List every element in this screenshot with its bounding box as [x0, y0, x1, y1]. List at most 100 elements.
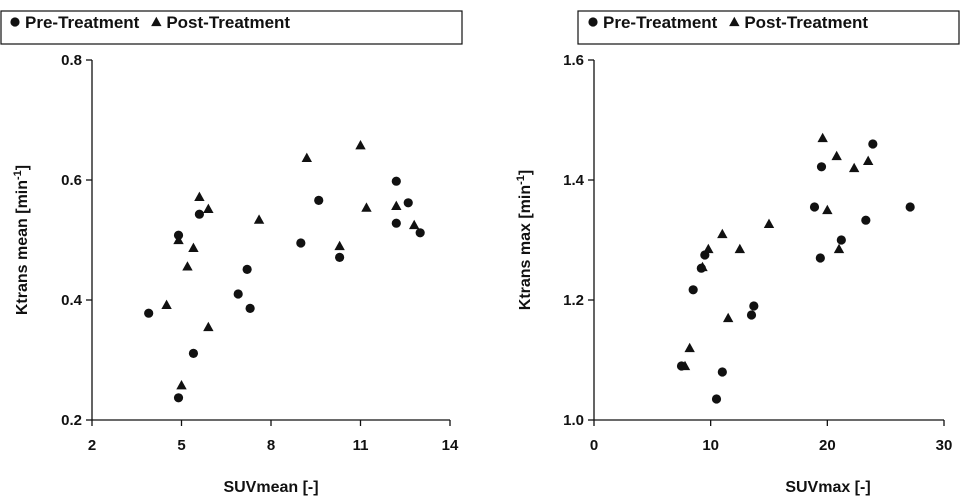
pre-treatment-point	[688, 285, 698, 295]
post-treatment-point	[734, 243, 746, 254]
pre-treatment-point	[717, 367, 727, 377]
y-axis-title-superscript: -1	[515, 175, 527, 185]
post-treatment-point	[253, 214, 265, 224]
y-axis-title-superscript: -1	[12, 170, 24, 180]
post-treatment-point	[409, 219, 420, 230]
pre-treatment-point	[836, 235, 846, 245]
legend-marker-triangle-icon	[151, 16, 162, 27]
y-tick-label: 1.4	[563, 172, 585, 189]
pre-treatment-point	[749, 301, 759, 311]
pre-treatment-point	[144, 308, 154, 318]
post-treatment-point	[182, 261, 193, 271]
x-tick-label: 2	[88, 437, 96, 454]
pre-treatment-point	[391, 218, 401, 228]
data-points	[676, 132, 915, 404]
legend-label-pre-treatment: Pre-Treatment	[603, 13, 718, 32]
pre-treatment-point	[391, 176, 401, 186]
legend: Pre-Treatment Post-Treatment	[0, 10, 463, 45]
post-treatment-point	[361, 202, 372, 212]
post-treatment-point	[355, 140, 366, 150]
pre-treatment-point	[245, 303, 255, 313]
post-treatment-point	[203, 321, 214, 332]
data-points	[144, 140, 425, 403]
legend-marker-circle-icon	[588, 17, 598, 27]
x-tick-label: 8	[267, 437, 275, 454]
y-axis-title-main: Ktrans mean [min	[14, 180, 31, 315]
pre-treatment-point	[868, 139, 878, 149]
pre-treatment-point	[809, 202, 820, 212]
pre-treatment-point	[314, 195, 324, 205]
x-tick-label: 20	[819, 437, 836, 454]
legend-label-pre-treatment: Pre-Treatment	[25, 13, 140, 32]
x-axis-title: SUVmax [-]	[785, 479, 870, 496]
legend-label-post-treatment: Post-Treatment	[744, 13, 868, 32]
x-tick-label: 5	[177, 437, 185, 454]
pre-treatment-point	[242, 264, 252, 274]
x-tick-label: 10	[702, 437, 719, 454]
pre-treatment-point	[194, 209, 204, 219]
post-treatment-point	[848, 162, 860, 173]
pre-treatment-point	[403, 198, 413, 208]
post-treatment-point	[703, 243, 714, 254]
x-axis-title: SUVmean [-]	[223, 479, 318, 496]
axes: 1.0 1.2 1.4 1.6 0 10 20 30	[563, 52, 952, 454]
pre-treatment-point	[415, 228, 425, 238]
y-tick-label: 1.6	[563, 52, 584, 69]
x-tick-label: 11	[353, 437, 369, 454]
post-treatment-point	[831, 150, 842, 161]
x-tick-label: 14	[442, 437, 459, 454]
legend-box	[577, 10, 960, 45]
post-treatment-point	[161, 299, 172, 309]
legend-label-post-treatment: Post-Treatment	[166, 13, 290, 32]
y-axis-title-end: ]	[517, 170, 534, 175]
y-tick-label: 0.4	[61, 292, 83, 309]
chart-ktrans-mean-vs-suvmean: Pre-Treatment Post-Treatment 0.2 0.4 0.6 0.8…	[0, 10, 463, 496]
y-tick-label: 0.8	[61, 52, 82, 69]
post-treatment-point	[722, 312, 734, 323]
post-treatment-point	[763, 218, 775, 228]
post-treatment-point	[301, 152, 312, 162]
post-treatment-point	[684, 342, 695, 353]
pre-treatment-point	[711, 394, 722, 404]
x-tick-label: 0	[590, 437, 598, 454]
y-axis-title-end: ]	[14, 165, 31, 170]
y-axis-title: Ktrans mean [min-1]	[12, 165, 31, 315]
pre-treatment-point	[861, 215, 871, 225]
pre-treatment-point	[173, 393, 184, 403]
y-tick-label: 1.0	[563, 412, 584, 429]
post-treatment-point	[334, 240, 345, 251]
legend: Pre-Treatment Post-Treatment	[577, 10, 960, 45]
legend-marker-triangle-icon	[729, 16, 740, 27]
post-treatment-point	[188, 242, 199, 252]
post-treatment-point	[679, 360, 691, 371]
pre-treatment-point	[233, 289, 243, 299]
y-axis-title-main: Ktrans max [min	[517, 185, 534, 310]
post-treatment-point	[862, 155, 874, 165]
pre-treatment-point	[816, 162, 827, 172]
chart-ktrans-max-vs-suvmax: Pre-Treatment Post-Treatment 1.0 1.2 1.4 1.6…	[515, 10, 960, 496]
post-treatment-point	[391, 200, 402, 210]
post-treatment-point	[833, 243, 845, 254]
y-tick-label: 0.2	[61, 412, 82, 429]
legend-marker-circle-icon	[10, 17, 20, 27]
y-axis-title: Ktrans max [min-1]	[515, 170, 534, 310]
post-treatment-point	[173, 234, 184, 245]
post-treatment-point	[822, 204, 833, 215]
post-treatment-point	[697, 261, 708, 272]
post-treatment-point	[176, 380, 187, 390]
x-tick-label: 30	[936, 437, 953, 454]
post-treatment-point	[203, 203, 214, 213]
post-treatment-point	[717, 228, 728, 239]
axes: 0.2 0.4 0.6 0.8 2 5 8 11 14	[61, 52, 459, 454]
pre-treatment-point	[335, 252, 345, 262]
post-treatment-point	[817, 132, 828, 143]
legend-box	[0, 10, 463, 45]
y-tick-label: 0.6	[61, 172, 82, 189]
pre-treatment-point	[905, 202, 915, 212]
pre-treatment-point	[746, 310, 757, 320]
y-tick-label: 1.2	[563, 292, 584, 309]
pre-treatment-point	[188, 348, 199, 358]
pre-treatment-point	[296, 238, 306, 248]
post-treatment-point	[194, 191, 205, 201]
